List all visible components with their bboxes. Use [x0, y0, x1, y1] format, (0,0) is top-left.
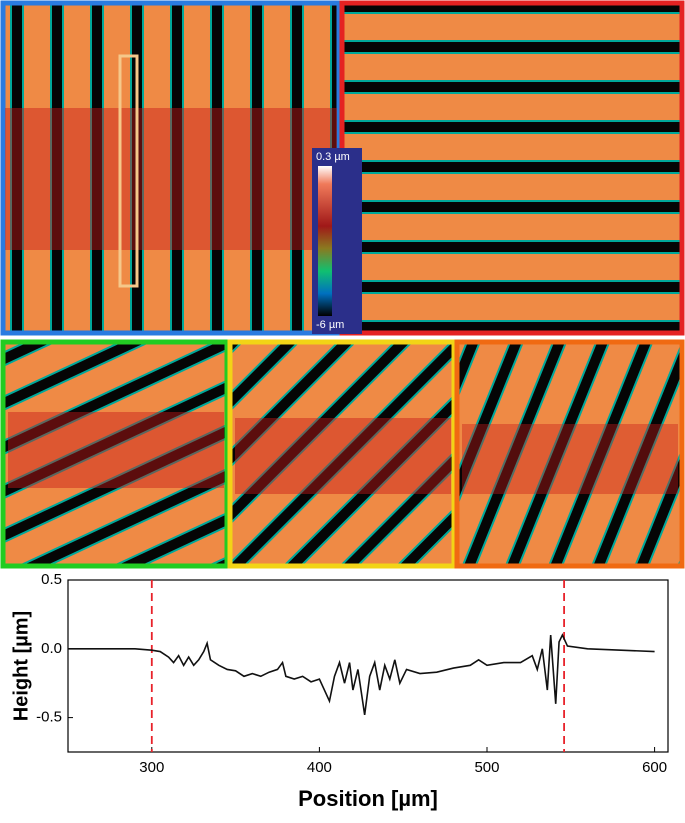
colorbar-min: -6 µm [316, 319, 344, 331]
profile-line [68, 633, 655, 715]
colorbar-max: 0.3 µm [316, 151, 350, 163]
y-axis-label: Height [µm] [10, 611, 32, 721]
x-tick-label: 400 [307, 759, 332, 776]
y-tick-label: -0.5 [36, 709, 62, 726]
plot-frame [67, 579, 669, 753]
profile-chart: Height [µm] Position [µm] 300 400 500 600 -0… [10, 571, 669, 811]
x-tick-label: 500 [474, 759, 499, 776]
scan-panels: 0.3 µm -6 µm [0, 0, 685, 569]
y-tick-label: 0.5 [41, 571, 62, 588]
x-tick-label: 600 [642, 759, 667, 776]
x-tick-label: 300 [139, 759, 164, 776]
x-axis-label: Position [µm] [298, 786, 438, 811]
y-tick-label: 0.0 [41, 640, 62, 657]
